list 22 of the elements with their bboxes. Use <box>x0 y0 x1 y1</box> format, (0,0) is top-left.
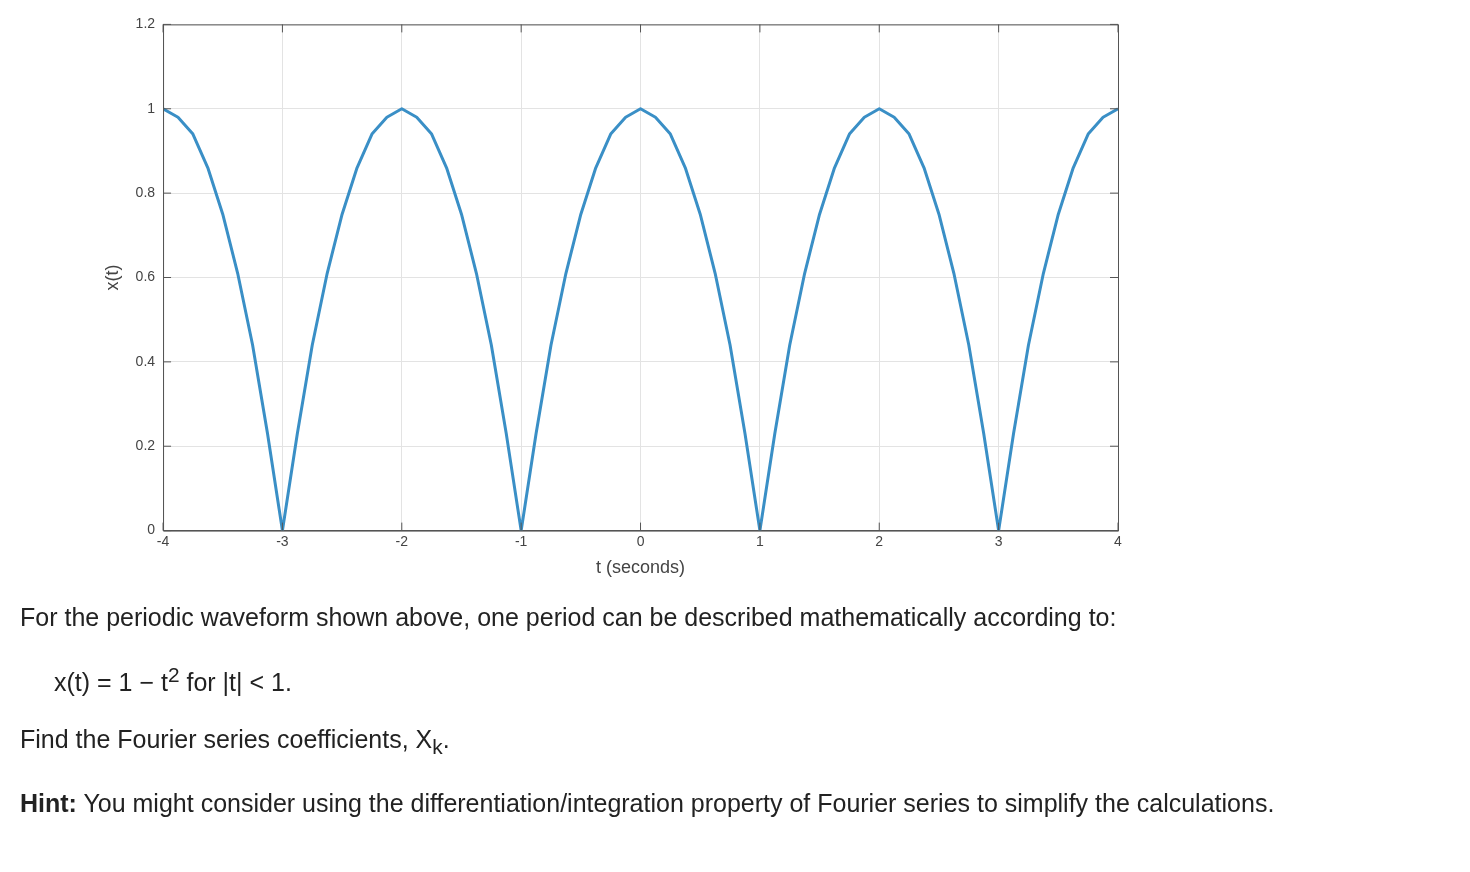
y-tick-label: 1 <box>147 99 156 116</box>
y-tick-label: 0.4 <box>135 352 156 369</box>
text: Find the Fourier series coefficients, X$_{k}$. <box>20 725 450 759</box>
x-tick-label: 0 <box>636 532 645 549</box>
x-tick-label: 4 <box>1114 532 1123 549</box>
text: x(t) = 1 − t$^{2}$ for |t| < 1. <box>54 663 292 697</box>
x-axis-title: t (seconds) <box>596 557 686 578</box>
y-tick-label: 1.2 <box>135 15 156 32</box>
text: For the periodic waveform shown above, one period can be described mathematically according to: <box>20 603 1117 631</box>
x-tick-label: 1 <box>756 532 764 549</box>
y-tick-label: 0.2 <box>135 437 156 454</box>
x-tick-label: 2 <box>875 532 884 549</box>
x-tick-label: 3 <box>994 532 1003 549</box>
x-tick-label: -4 <box>156 532 170 549</box>
y-tick-label: 0 <box>147 521 156 538</box>
y-tick-label: 0.8 <box>135 183 156 200</box>
y-tick-label: 0.6 <box>135 268 156 285</box>
y-axis-title: x(t) <box>101 264 122 291</box>
x-tick-label: -2 <box>395 532 409 549</box>
x-tick-label: -3 <box>276 532 289 549</box>
x-tick-label: -1 <box>514 532 528 549</box>
text: Hint: You might consider using the differentiation/integration property of Fourier series to simplify the calculations. <box>20 789 1275 818</box>
